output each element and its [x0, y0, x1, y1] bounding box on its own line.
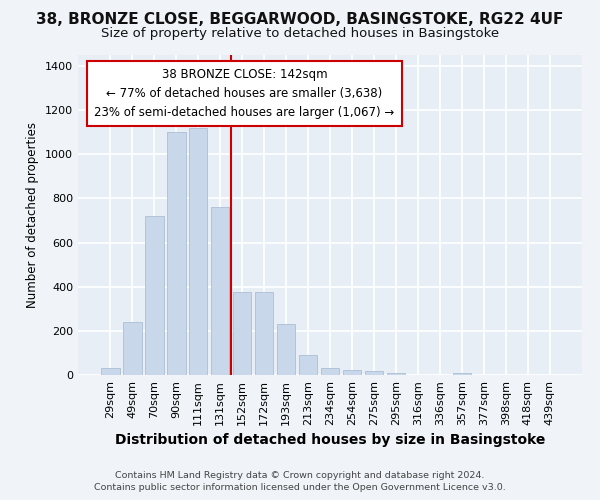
Bar [123, 322, 142, 375]
Y-axis label: Number of detached properties: Number of detached properties [26, 122, 40, 308]
Bar [189, 128, 208, 375]
Bar [233, 292, 251, 375]
Bar [386, 373, 405, 375]
Bar [277, 324, 295, 375]
Text: 38, BRONZE CLOSE, BEGGARWOOD, BASINGSTOKE, RG22 4UF: 38, BRONZE CLOSE, BEGGARWOOD, BASINGSTOK… [37, 12, 563, 26]
Bar [365, 371, 383, 375]
Bar [211, 208, 229, 375]
Bar [343, 370, 361, 375]
Bar [101, 368, 119, 375]
Bar [167, 132, 185, 375]
X-axis label: Distribution of detached houses by size in Basingstoke: Distribution of detached houses by size … [115, 433, 545, 447]
Bar [320, 368, 340, 375]
Text: 38 BRONZE CLOSE: 142sqm
← 77% of detached houses are smaller (3,638)
23% of semi: 38 BRONZE CLOSE: 142sqm ← 77% of detache… [94, 68, 394, 119]
Bar [452, 373, 471, 375]
Bar [299, 355, 317, 375]
Bar [255, 292, 274, 375]
Text: Contains HM Land Registry data © Crown copyright and database right 2024.
Contai: Contains HM Land Registry data © Crown c… [94, 471, 506, 492]
Bar [145, 216, 164, 375]
Text: Size of property relative to detached houses in Basingstoke: Size of property relative to detached ho… [101, 28, 499, 40]
